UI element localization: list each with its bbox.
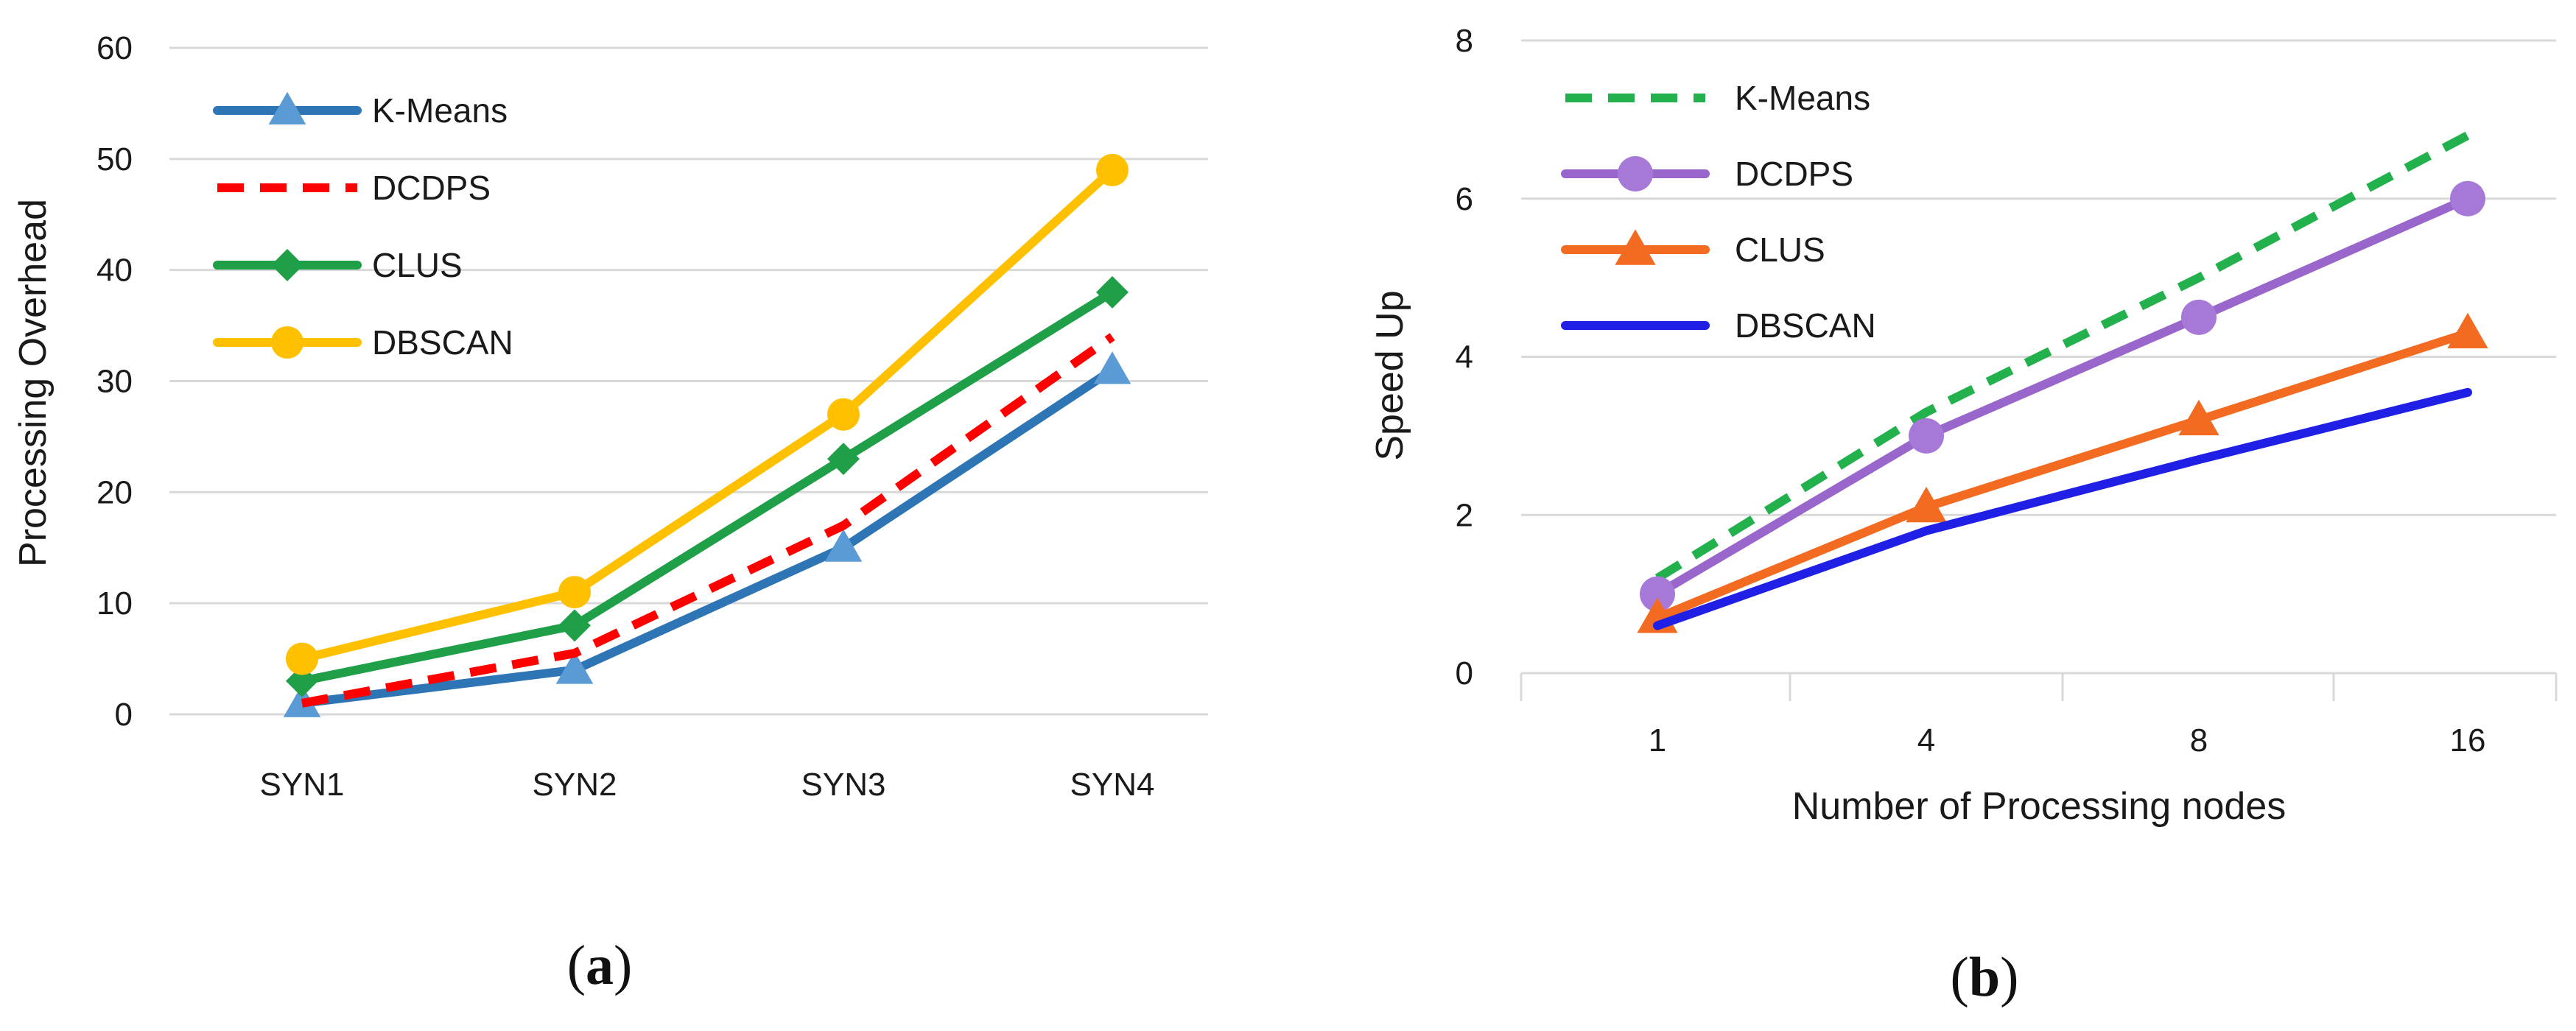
chart-a-y-tick-label-40: 40 (96, 253, 133, 289)
chart-b-y-tick-label-2: 2 (1456, 497, 1473, 533)
chart-a-point-dbscan-syn2 (558, 576, 591, 609)
chart-a-point-clus-syn4 (1096, 275, 1129, 309)
chart-a-legend-label-k-means: K-Means (372, 91, 508, 130)
chart-a-legend-marker-k-means (268, 91, 306, 124)
chart-a-series-dbscan (286, 153, 1129, 675)
chart-a-point-k-means-syn2 (555, 651, 594, 684)
chart-a-y-ticks: 0 10 20 30 40 50 60 (96, 30, 133, 733)
chart-a-x-tick-label-syn3: SYN3 (801, 767, 886, 803)
chart-b-point-clus-8 (2178, 399, 2219, 436)
chart-b-legend-marker-clus (1615, 229, 1656, 265)
chart-b-x-tick-label-1: 1 (1649, 722, 1666, 759)
chart-a-x-ticks: SYN1 SYN2 SYN3 SYN4 (260, 767, 1155, 803)
chart-a-series (283, 153, 1131, 717)
chart-b-line-dcdps (1653, 194, 2472, 599)
chart-a-series-dcdps (301, 333, 1115, 708)
chart-b-line-clus (1653, 328, 2472, 622)
chart-a-y-tick-label-60: 60 (96, 30, 133, 66)
chart-b-y-ticks: 0 2 4 6 8 (1456, 23, 1473, 692)
chart-b-legend-label-clus: CLUS (1735, 231, 1825, 269)
chart-b-point-dcdps-8 (2181, 299, 2217, 335)
chart-a-point-k-means-syn4 (1093, 351, 1131, 384)
chart-a-x-tick-label-syn4: SYN4 (1070, 767, 1155, 803)
chart-a-legend-marker-dbscan (271, 326, 303, 359)
chart-a-legend-label-dcdps: DCDPS (372, 169, 491, 207)
chart-b-legend-label-dbscan: DBSCAN (1735, 306, 1876, 345)
chart-a-y-tick-label-20: 20 (96, 474, 133, 510)
chart-b-legend: K-Means DCDPS CLUS DBSCAN (1561, 79, 1876, 345)
chart-a-line-dcdps (301, 333, 1115, 708)
chart-a-gridlines (169, 46, 1208, 716)
chart-a-series-k-means (283, 351, 1131, 717)
chart-b-legend-item-dcdps: DCDPS (1561, 155, 1853, 193)
chart-a-overhead: 0 10 20 30 40 50 60 SYN1 SYN2 SYN3 SYN4 K-Means DC… (12, 30, 1208, 996)
chart-b-line-dbscan (1653, 387, 2472, 630)
chart-a-legend-item-dcdps: DCDPS (217, 169, 491, 207)
chart-a-x-tick-label-syn1: SYN1 (260, 767, 345, 803)
chart-b-x-axis-title: Number of Processing nodes (1792, 785, 2287, 828)
chart-a-y-tick-label-0: 0 (115, 697, 133, 733)
chart-b-y-tick-label-0: 0 (1456, 655, 1473, 692)
chart-a-line-clus (298, 287, 1117, 686)
chart-b-x-tick-label-4: 4 (1917, 722, 1935, 759)
chart-a-point-clus-syn3 (827, 443, 860, 476)
chart-a-caption: (a) (567, 935, 633, 996)
chart-b-point-dcdps-1 (1640, 576, 1675, 612)
chart-a-y-tick-label-30: 30 (96, 364, 133, 400)
chart-a-y-axis-title: Processing Overhead (12, 199, 55, 567)
chart-b-gridlines (1520, 39, 2558, 701)
chart-b-point-dcdps-16 (2450, 180, 2485, 217)
chart-b-series-dbscan (1653, 387, 2472, 630)
chart-b-legend-item-clus: CLUS (1561, 229, 1825, 269)
chart-a-series-clus (286, 275, 1129, 697)
chart-a-legend-item-dbscan: DBSCAN (213, 323, 513, 362)
chart-b-caption: (b) (1951, 946, 2019, 1008)
chart-b-series-dcdps (1640, 180, 2485, 612)
chart-b-legend-label-k-means: K-Means (1735, 79, 1870, 117)
chart-a-line-k-means (298, 365, 1117, 708)
chart-b-y-tick-label-8: 8 (1456, 23, 1473, 59)
chart-b-legend-item-k-means: K-Means (1565, 79, 1870, 117)
chart-a-legend-item-k-means: K-Means (213, 91, 508, 130)
chart-b-x-tick-label-8: 8 (2190, 722, 2208, 759)
chart-a-legend-marker-clus (271, 249, 303, 281)
chart-b-legend-item-dbscan: DBSCAN (1561, 306, 1876, 345)
chart-b-point-dcdps-4 (1909, 418, 1944, 454)
chart-a-y-tick-label-50: 50 (96, 141, 133, 177)
chart-b-legend-marker-dcdps (1618, 156, 1653, 191)
chart-a-y-tick-label-10: 10 (96, 585, 133, 622)
chart-a-legend-label-clus: CLUS (372, 246, 463, 284)
chart-b-legend-label-dcdps: DCDPS (1735, 155, 1853, 193)
chart-a-line-dbscan (298, 165, 1117, 664)
chart-a-point-dbscan-syn4 (1096, 153, 1129, 186)
chart-b-series (1637, 131, 2488, 633)
chart-b-series-clus (1637, 312, 2488, 633)
chart-b-x-tick-label-16: 16 (2450, 722, 2486, 759)
chart-b-point-clus-16 (2447, 312, 2488, 348)
chart-a-legend: K-Means DCDPS CLUS DBSCAN (213, 91, 513, 362)
chart-b-speedup: 0 2 4 6 8 1 4 8 16 K-Means DCDPS CLUS DBSCAN Speed… (1369, 23, 2558, 1008)
chart-b-line-k-means (1654, 131, 2470, 583)
chart-a-x-tick-label-syn2: SYN2 (533, 767, 617, 803)
chart-b-y-tick-label-4: 4 (1456, 339, 1473, 376)
chart-b-x-ticks: 1 4 8 16 (1649, 722, 2486, 759)
chart-a-legend-item-clus: CLUS (213, 246, 463, 284)
chart-a-point-dbscan-syn1 (286, 642, 318, 675)
chart-b-y-axis-title: Speed Up (1369, 290, 1411, 460)
chart-b-point-clus-4 (1906, 486, 1947, 523)
chart-a-point-k-means-syn3 (824, 529, 863, 562)
chart-a-point-clus-syn1 (286, 664, 318, 697)
chart-a-point-dbscan-syn3 (827, 398, 860, 431)
chart-b-y-tick-label-6: 6 (1456, 181, 1473, 217)
chart-a-legend-label-dbscan: DBSCAN (372, 323, 513, 362)
chart-b-series-k-means (1654, 131, 2470, 583)
chart-a-point-clus-syn2 (558, 609, 591, 642)
